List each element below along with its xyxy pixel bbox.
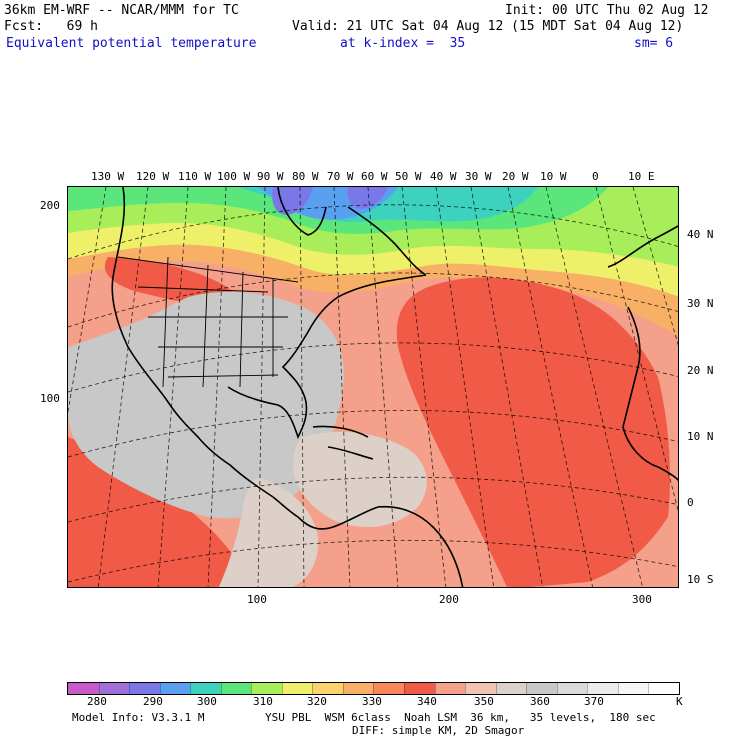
lon-label: 40 W [430, 170, 457, 183]
lon-label: 70 W [327, 170, 354, 183]
lon-label: 0 [592, 170, 599, 183]
lat-label: 10 N [687, 430, 714, 443]
lon-label: 80 W [292, 170, 319, 183]
colorbar-swatch [281, 683, 313, 694]
colorbar-unit: K [676, 695, 683, 708]
colorbar-label: 340 [417, 695, 437, 708]
colorbar-swatch [220, 683, 252, 694]
lon-label: 10 E [628, 170, 655, 183]
physics-info: YSU PBL WSM 6class Noah LSM 36 km, 35 le… [265, 711, 656, 724]
colorbar-swatch [556, 683, 588, 694]
colorbar [67, 682, 680, 695]
lat-label: 10 S [687, 573, 714, 586]
field-grey-continent [68, 291, 344, 519]
colorbar-swatch [98, 683, 130, 694]
colorbar-swatch [495, 683, 527, 694]
theta-e-map [67, 186, 679, 588]
colorbar-label: 330 [362, 695, 382, 708]
diffusion-info: DIFF: simple KM, 2D Smagor [352, 724, 525, 737]
grid-x-label: 200 [439, 593, 459, 606]
lon-label: 100 W [217, 170, 251, 183]
lat-label: 0 [687, 496, 694, 509]
colorbar-swatch [404, 683, 435, 694]
colorbar-swatch [465, 683, 496, 694]
valid-time: Valid: 21 UTC Sat 04 Aug 12 (15 MDT Sat … [292, 19, 684, 34]
lon-label: 20 W [502, 170, 529, 183]
lon-label: 50 W [395, 170, 422, 183]
colorbar-swatch [617, 683, 649, 694]
lon-label: 110 W [178, 170, 212, 183]
lat-label: 40 N [687, 228, 714, 241]
colorbar-label: 360 [530, 695, 550, 708]
colorbar-swatch [373, 683, 405, 694]
colorbar-label: 300 [197, 695, 217, 708]
coastlines [111, 187, 678, 587]
colorbar-swatch [648, 683, 679, 694]
level-index: at k-index = 35 [340, 36, 466, 51]
colorbar-swatch [526, 683, 557, 694]
graticule [68, 187, 678, 587]
grid-x-label: 300 [632, 593, 652, 606]
init-time: Init: 00 UTC Thu 02 Aug 12 [505, 3, 709, 18]
lon-label: 30 W [465, 170, 492, 183]
model-info: Model Info: V3.3.1 M [72, 711, 205, 724]
colorbar-swatch [342, 683, 374, 694]
grid-x-label: 100 [247, 593, 267, 606]
colorbar-label: 310 [253, 695, 273, 708]
colorbar-label: 290 [143, 695, 163, 708]
field-name: Equivalent potential temperature [6, 36, 257, 51]
colorbar-swatch [434, 683, 466, 694]
colorbar-swatch [587, 683, 618, 694]
lon-label: 90 W [257, 170, 284, 183]
colorbar-label: 350 [474, 695, 494, 708]
model-title: 36km EM-WRF -- NCAR/MMM for TC [4, 3, 239, 18]
lon-label: 10 W [540, 170, 567, 183]
state-borders [117, 256, 299, 388]
colorbar-label: 370 [584, 695, 604, 708]
map-canvas [68, 187, 678, 587]
field-tan-central [218, 477, 319, 587]
colorbar-swatch [159, 683, 191, 694]
colorbar-swatch [129, 683, 160, 694]
colorbar-swatch [312, 683, 343, 694]
field-purple-patch [272, 187, 313, 215]
lon-label: 60 W [361, 170, 388, 183]
colorbar-swatch [68, 683, 99, 694]
field-purple-patch [347, 187, 388, 209]
lon-label: 130 W [91, 170, 125, 183]
lat-label: 30 N [687, 297, 714, 310]
smoothing-value: sm= 6 [634, 36, 674, 51]
colorbar-swatch [190, 683, 221, 694]
lon-label: 120 W [136, 170, 170, 183]
field-red-atlantic [396, 277, 670, 587]
colorbar-swatch [251, 683, 282, 694]
grid-y-label: 100 [40, 392, 60, 405]
forecast-hour: Fcst: 69 h [4, 19, 98, 34]
grid-y-label: 200 [40, 199, 60, 212]
field-tan-caribbean [293, 431, 427, 527]
lat-label: 20 N [687, 364, 714, 377]
colorbar-label: 320 [307, 695, 327, 708]
colorbar-label: 280 [87, 695, 107, 708]
